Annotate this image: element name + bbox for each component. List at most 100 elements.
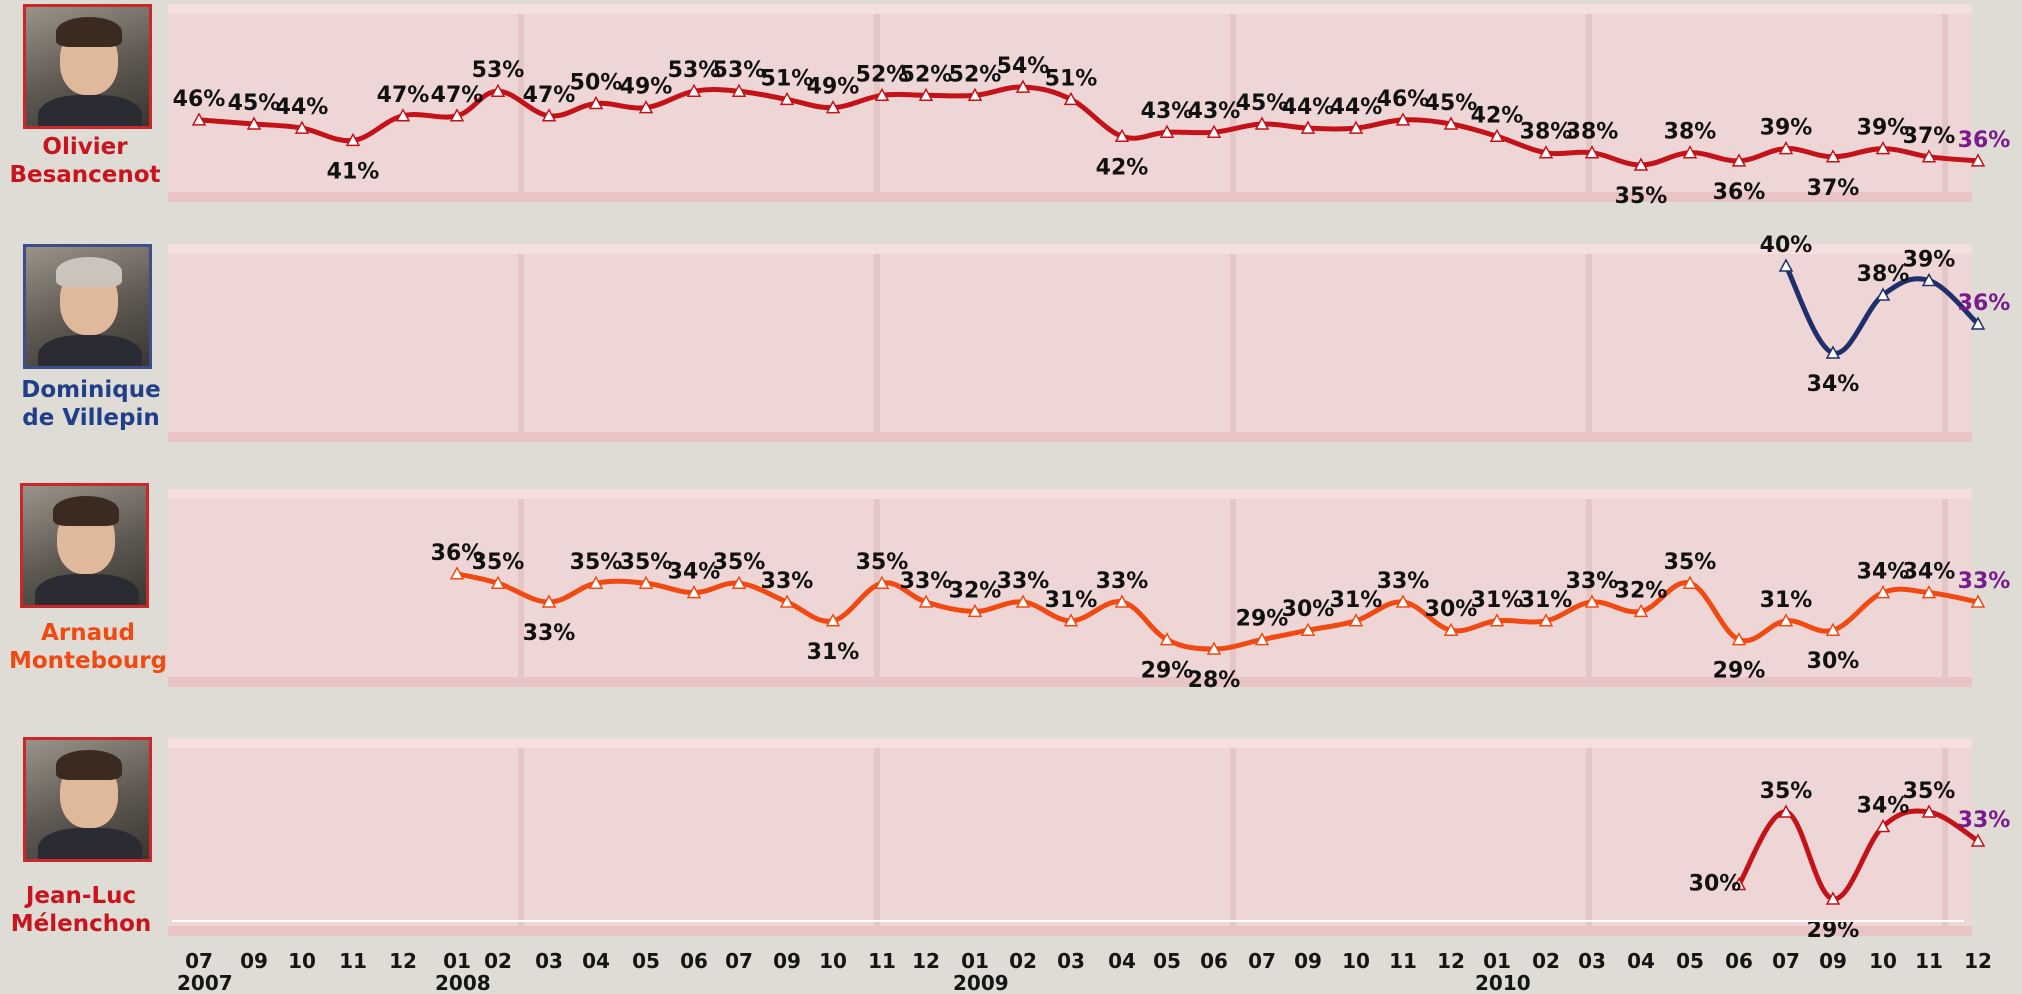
- data-label: 33%: [900, 569, 953, 594]
- data-label: 50%: [570, 71, 623, 96]
- data-point: [1778, 258, 1794, 272]
- data-label: 33%: [1566, 569, 1619, 594]
- data-point: [967, 603, 983, 618]
- villepin-first-name: Dominique: [21, 377, 161, 403]
- data-point: [1395, 594, 1411, 608]
- data-point: [1114, 128, 1130, 143]
- x-tick-label: 11: [1915, 949, 1943, 973]
- data-point: [1300, 622, 1316, 636]
- data-label: 38%: [1857, 262, 1910, 287]
- data-label: 53%: [713, 58, 766, 83]
- data-point: [1300, 120, 1316, 134]
- x-tick-label: 09: [240, 949, 268, 973]
- data-label: 39%: [1903, 248, 1956, 273]
- data-point: [449, 108, 465, 122]
- data-label: 33%: [523, 621, 576, 646]
- data-label: 47%: [377, 83, 430, 108]
- data-point: [1825, 622, 1841, 636]
- data-label: 38%: [1664, 120, 1717, 145]
- montebourg-last-name: Montebourg: [8, 648, 168, 674]
- data-point: [1875, 287, 1891, 301]
- data-label: 38%: [1520, 120, 1573, 145]
- data-point: [1875, 141, 1891, 155]
- data-point: [1825, 149, 1841, 163]
- data-label: 35%: [620, 550, 673, 575]
- data-label: 47%: [523, 83, 576, 108]
- data-label: 38%: [1566, 120, 1619, 145]
- data-point: [779, 91, 795, 106]
- x-tick-label: 11: [868, 949, 896, 973]
- data-point: [449, 566, 465, 580]
- data-label: 42%: [1096, 155, 1149, 180]
- data-point: [1584, 594, 1600, 608]
- year-label: 2008: [435, 971, 491, 994]
- data-point: [918, 87, 934, 102]
- villepin-last-name: de Villepin: [22, 405, 160, 431]
- x-tick-label: 02: [1532, 949, 1560, 973]
- data-label: 54%: [997, 54, 1050, 79]
- data-label: 29%: [1807, 918, 1860, 943]
- data-label: 37%: [1903, 124, 1956, 149]
- data-label: 44%: [1282, 95, 1335, 120]
- data-point: [1348, 120, 1364, 134]
- data-point: [825, 100, 841, 114]
- data-label: 30%: [1425, 597, 1478, 622]
- data-point: [1682, 575, 1698, 589]
- x-tick-label: 09: [773, 949, 801, 973]
- x-tick-label: 12: [1964, 949, 1992, 973]
- data-label: 35%: [1615, 184, 1668, 209]
- besancenot-last-name: Besancenot: [9, 162, 161, 188]
- data-point: [918, 594, 934, 608]
- data-point: [1970, 594, 1986, 608]
- data-point: [686, 83, 702, 97]
- x-tick-label: 10: [1342, 949, 1370, 973]
- x-tick-label: 01: [961, 949, 989, 973]
- x-tick-label: 03: [1057, 949, 1085, 973]
- data-label: 33%: [1096, 569, 1149, 594]
- data-label: 49%: [620, 75, 673, 100]
- data-point: [825, 613, 841, 627]
- data-label: 43%: [1141, 99, 1194, 124]
- data-point: [1489, 613, 1505, 627]
- besancenot-name: Olivier Besancenot: [2, 133, 168, 189]
- series-0: 46% 45%44%41%47% 47%53%47%50%49%53%53%51%4…: [173, 54, 2011, 209]
- data-label: 30%: [1689, 872, 1742, 897]
- panel-villepin: [168, 244, 1972, 442]
- data-point: [1921, 149, 1937, 163]
- data-point: [1443, 622, 1459, 636]
- data-label: 35%: [856, 550, 909, 575]
- melenchon-name: Jean-Luc Mélenchon: [2, 882, 160, 938]
- data-label: 29%: [1141, 659, 1194, 684]
- data-point: [1921, 585, 1937, 599]
- data-point: [1778, 613, 1794, 627]
- series-2: 36%35%33%35%35%34%35%33%31%35%33%32%33%3…: [431, 541, 2011, 693]
- data-point: [1063, 91, 1079, 106]
- data-label: 35%: [1664, 550, 1717, 575]
- data-point: [345, 132, 361, 147]
- data-point: [1254, 632, 1270, 646]
- data-label: 52%: [856, 62, 909, 87]
- data-point: [1633, 603, 1649, 618]
- data-label: 30%: [1282, 597, 1335, 622]
- data-point: [1731, 632, 1747, 646]
- x-tick-label: 07: [185, 949, 213, 973]
- data-point: [1159, 632, 1175, 646]
- data-label: 33%: [997, 569, 1050, 594]
- data-label: 43%: [1188, 99, 1241, 124]
- data-label: 29%: [1236, 607, 1289, 632]
- data-point: [1825, 345, 1841, 359]
- data-point: [1159, 124, 1175, 138]
- series-3: 30%35%29%34%35%33%: [1689, 779, 2011, 943]
- data-label: 44%: [276, 95, 329, 120]
- data-point: [1206, 124, 1222, 138]
- data-label: 46%: [173, 87, 226, 112]
- data-label: 40%: [1760, 233, 1813, 258]
- x-tick-label: 12: [1437, 949, 1465, 973]
- data-label: 31%: [1760, 588, 1813, 613]
- series-line: [196, 84, 1981, 168]
- melenchon-photo: [23, 737, 152, 862]
- data-label: 32%: [1615, 578, 1668, 603]
- series-line: [1736, 808, 1981, 902]
- data-label: 47%: [431, 83, 484, 108]
